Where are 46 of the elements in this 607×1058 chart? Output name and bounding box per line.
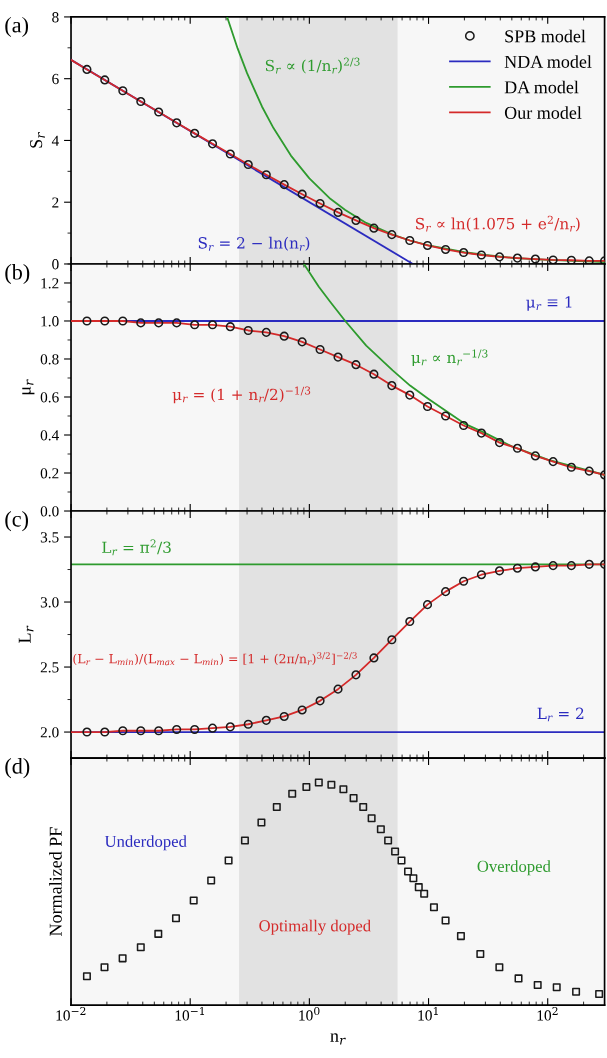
x-axis-title: n$_{r}$ <box>330 1033 346 1045</box>
legend-label: NDA model <box>504 55 592 68</box>
annotation: L$_{r}$ = π$^{2}$/3 <box>102 539 171 556</box>
y-tick-label: 2.5 <box>40 662 59 673</box>
y-tick-label: 0.6 <box>40 392 59 403</box>
y-tick-label: 2.0 <box>40 727 59 738</box>
annotation: μ$_{r}$ ∝ n$_{r}$$^{−1/3}$ <box>411 349 488 367</box>
annotation: L$_{r}$ = 2 <box>537 707 584 722</box>
legend-label: DA model <box>504 80 579 94</box>
text: (c) <box>5 511 29 532</box>
annotation: Overdoped <box>477 860 551 876</box>
y-axis-title: S$_{r}$ <box>30 131 45 148</box>
y-tick-label: 0.4 <box>40 430 59 441</box>
text: (L$_{r}$ − L$_{min}$)/(L$_{max}$ − L$_{min}$) = [1 + (2π/n$_{r}$)$^{3/2}$]$^{−2/3}$ <box>73 652 357 666</box>
x-tick-label: 10$^{−2}$ <box>56 1006 86 1021</box>
x-tick-label: 10$^{1}$ <box>418 1006 438 1021</box>
annotation: S$_{r}$ ∝ (1/n$_{r}$)$^{2/3}$ <box>265 57 360 74</box>
x-tick-label: 10$^{−1}$ <box>175 1006 205 1021</box>
annotation: S$_{r}$ = 2 − ln(n$_{r}$) <box>198 236 310 251</box>
annotation: Underdoped <box>104 835 187 851</box>
y-tick-label: 4 <box>51 135 59 146</box>
y-tick-label: 3.0 <box>40 597 59 608</box>
y-tick-label: 8 <box>52 12 59 23</box>
y-tick-label: 0.2 <box>40 468 59 479</box>
y-tick-label: 0.8 <box>40 354 59 365</box>
legend-label: SPB model <box>505 29 586 43</box>
annotation: Optimally doped <box>259 919 371 935</box>
x-tick-label: 10$^{0}$ <box>299 1006 320 1021</box>
legend-label: Our model <box>504 106 582 119</box>
y-tick-label: 2 <box>52 197 59 208</box>
y-tick-label: 1.0 <box>41 316 59 327</box>
annotation: S$_{r}$ ∝ ln(1.075 + e$^{2}$/n$_{r}$) <box>416 215 580 232</box>
y-axis-title: L$_{r}$ <box>18 625 34 643</box>
y-tick-label: 0.0 <box>40 506 59 517</box>
y-axis-title: Normalized PF <box>49 827 62 936</box>
y-tick-label: 0 <box>52 259 59 270</box>
y-tick-label: 6 <box>52 73 59 85</box>
annotation: μ$_{r}$ ≡ 1 <box>526 296 572 311</box>
y-tick-label: 3.5 <box>40 532 59 543</box>
text: (a) <box>5 16 29 38</box>
y-tick-label: 1.2 <box>41 278 59 289</box>
text: (b) <box>5 263 30 285</box>
text: (d) <box>5 758 30 779</box>
x-tick-label: 10$^{2}$ <box>537 1006 558 1021</box>
y-axis-title: μ$_{r}$ <box>22 379 35 395</box>
annotation: μ$_{r}$ = (1 + n$_{r}$/2)$^{−1/3}$ <box>172 386 311 404</box>
